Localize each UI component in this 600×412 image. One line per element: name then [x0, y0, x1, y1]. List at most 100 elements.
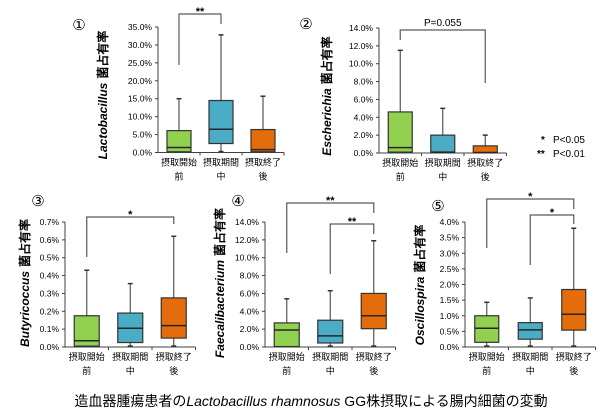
box-plot-before [474, 301, 500, 347]
y-tick-label: 4.0% [440, 217, 460, 227]
y-label-genus: Lactobacillus [96, 82, 110, 159]
y-tick-label: 3.5% [440, 233, 460, 243]
category-label-line-2: 前 [282, 365, 291, 376]
y-tick-label: 0.0% [40, 342, 60, 352]
y-tick-label: 30.0% [128, 40, 153, 50]
box-plot-after [160, 235, 187, 347]
panel-number: ④ [231, 193, 244, 210]
y-tick-label: 0.0% [133, 148, 153, 158]
category-label-line-1: 摂取開始 [69, 351, 105, 362]
y-tick-label: 35.0% [128, 22, 153, 32]
box-plot-after [472, 134, 498, 154]
panel-number: ② [299, 16, 312, 33]
y-axis-label: Escherichia 菌占有率 [319, 36, 334, 155]
y-tick-label: 0.2% [40, 306, 60, 316]
category-label-line-2: 後 [569, 365, 578, 376]
category-label-line-2: 前 [174, 171, 183, 182]
y-tick-label: 15.0% [128, 94, 153, 104]
y-tick-label: 10.0% [235, 253, 260, 263]
y-tick-label: 0.7% [40, 217, 60, 227]
iqr-box [387, 111, 413, 153]
x-category-label: 摂取終了後 [467, 157, 503, 182]
significance-legend: * P<0.05 ** P<0.01 [537, 135, 585, 160]
significance-label: ** [196, 6, 205, 18]
y-tick-label: 6.0% [354, 94, 374, 104]
iqr-box [561, 288, 587, 331]
box-plot-during [208, 34, 234, 153]
category-label-line-2: 中 [438, 171, 447, 182]
box-plot-during [517, 297, 543, 347]
chart-panel-5: ⑤ Oscillospira 菌占有率 0.0% 0.5% 1.0% 1.5% 2.0% 2.5… [412, 191, 596, 376]
y-tick-label: 0.0% [440, 342, 460, 352]
y-label-genus: Oscillospira [413, 276, 427, 345]
category-label-line-2: 中 [326, 365, 335, 376]
category-label-line-1: 摂取期間 [512, 351, 548, 362]
category-label-line-1: 摂取終了 [467, 157, 503, 168]
box-plot-during [117, 282, 144, 347]
y-axis-label: Oscillospira 菌占有率 [412, 225, 427, 346]
x-category-label: 摂取期間中 [312, 351, 348, 376]
y-tick-label: 10.0% [349, 59, 374, 69]
panel-number: ③ [31, 193, 44, 210]
y-tick-label: 0.0% [354, 148, 374, 158]
category-label-line-2: 中 [526, 365, 535, 376]
significance-bracket [486, 198, 575, 248]
category-label-line-1: 摂取期間 [425, 157, 461, 168]
y-label-suffix: 菌占有率 [319, 36, 334, 84]
iqr-box [360, 292, 387, 330]
x-category-label: 摂取開始前 [161, 157, 197, 182]
y-tick-label: 0.1% [40, 324, 60, 334]
category-label-line-1: 摂取開始 [469, 351, 505, 362]
significance-bracket [529, 214, 575, 265]
y-tick-label: 2.0% [240, 324, 260, 334]
figure-caption: 造血器腫瘍患者のLactobacillus rhamnosus GG株摂取による… [74, 393, 547, 409]
significance-label: ** [348, 216, 357, 228]
chart-panel-1: ① Lactobacillus 菌占有率 0.0% 5.0% 10.0% 15.0% 20.0… [72, 6, 285, 182]
significance-bracket [178, 13, 222, 65]
iqr-box [273, 322, 300, 348]
y-tick-label: 10.0% [128, 112, 153, 122]
y-tick-label: 4.0% [240, 306, 260, 316]
y-label-genus: Butyricoccus [18, 271, 32, 347]
box-plot-during [317, 290, 344, 347]
y-tick-label: 20.0% [128, 76, 153, 86]
category-label-line-1: 摂取開始 [161, 157, 197, 168]
caption-prefix: 造血器腫瘍患者の [74, 393, 186, 409]
category-label-line-1: 摂取終了 [556, 351, 592, 362]
box-plot-during [430, 107, 456, 154]
significance-label: * [528, 191, 533, 203]
category-label-line-2: 後 [258, 171, 267, 182]
y-tick-label: 8.0% [354, 77, 374, 87]
significance-bracket [399, 29, 486, 83]
y-label-suffix: 菌占有率 [95, 31, 110, 79]
y-tick-label: 0.3% [40, 288, 60, 298]
y-label-genus: Escherichia [320, 88, 334, 156]
box-plot-before [273, 298, 300, 348]
box-plot-after [360, 240, 387, 347]
iqr-box [472, 145, 498, 154]
y-tick-label: 6.0% [240, 288, 260, 298]
category-label-line-2: 前 [482, 365, 491, 376]
x-category-label: 摂取期間中 [425, 157, 461, 182]
category-label-line-2: 前 [82, 365, 91, 376]
iqr-box [517, 322, 543, 340]
x-category-label: 摂取終了後 [245, 157, 281, 182]
y-tick-label: 0.4% [40, 271, 60, 281]
x-category-label: 摂取終了後 [156, 351, 192, 376]
x-category-label: 摂取開始前 [269, 351, 305, 376]
chart-panel-4: ④ Faecalibacterium 菌占有率 0.0% 2.0% 4.0% 6.0% 8.0… [212, 193, 396, 376]
chart-panel-2: ② Escherichia 菌占有率 0.0% 2.0% 4.0% 6.0% 8.0% 10.0… [299, 16, 507, 182]
y-axis-label: Faecalibacterium 菌占有率 [212, 208, 227, 358]
iqr-box [208, 99, 234, 145]
x-category-label: 摂取終了後 [556, 351, 592, 376]
significance-bracket [329, 223, 375, 274]
y-tick-label: 25.0% [128, 58, 153, 68]
category-label-line-1: 摂取開始 [382, 157, 418, 168]
x-category-label: 摂取終了後 [356, 351, 392, 376]
y-label-suffix: 菌占有率 [412, 225, 427, 273]
category-label-line-1: 摂取終了 [245, 157, 281, 168]
category-label-line-1: 摂取終了 [356, 351, 392, 362]
legend-text-p001: P<0.01 [553, 149, 585, 160]
legend-mark-p005: * [541, 135, 545, 146]
chart-panel-3: ③ Butyricoccus 菌占有率 0.0% 0.1% 0.2% 0.3% 0.4% 0.5… [17, 193, 196, 376]
